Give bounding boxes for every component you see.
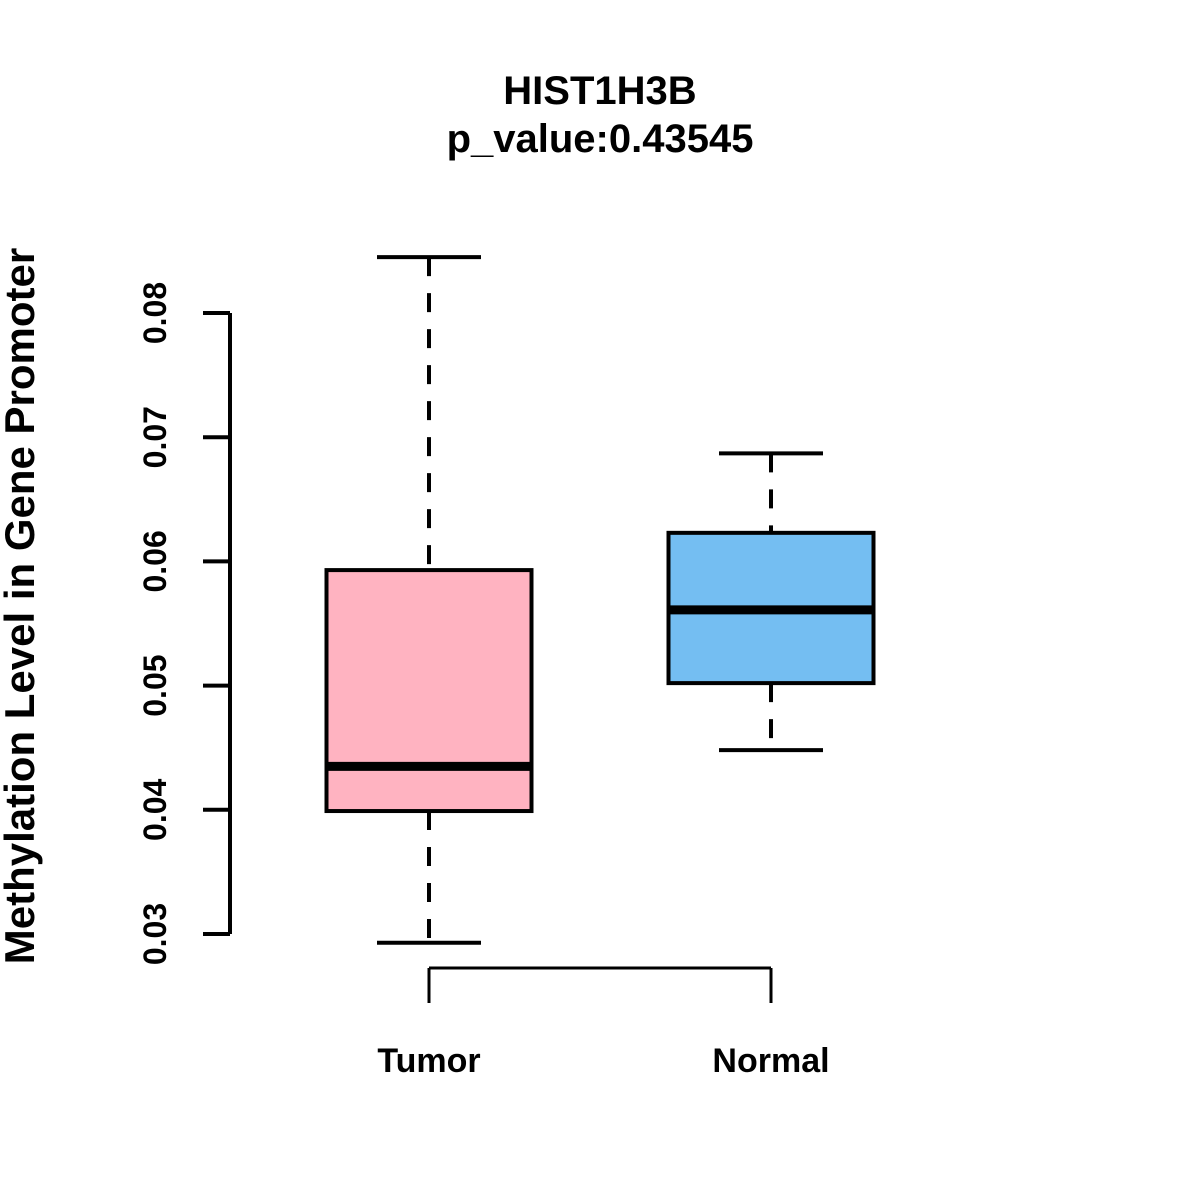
y-tick-label: 0.07 <box>137 406 173 468</box>
x-category-label-normal: Normal <box>712 1042 829 1080</box>
y-axis: 0.03 0.04 0.05 0.06 0.07 0.08 <box>137 282 232 965</box>
y-tick-label: 0.06 <box>137 530 173 592</box>
box-tumor <box>324 568 534 814</box>
y-tick-label: 0.05 <box>137 654 173 716</box>
x-category-label-tumor: Tumor <box>377 1042 480 1080</box>
x-axis-bracket <box>427 966 773 1003</box>
y-tick-label: 0.04 <box>137 778 173 840</box>
chart-title: HIST1H3B <box>503 69 696 113</box>
y-tick-label: 0.03 <box>137 903 173 965</box>
plot-area <box>324 255 876 945</box>
y-tick-label: 0.08 <box>137 282 173 344</box>
y-axis-label: Methylation Level in Gene Promoter <box>0 248 43 964</box>
chart-subtitle-pvalue: p_value:0.43545 <box>447 117 754 161</box>
